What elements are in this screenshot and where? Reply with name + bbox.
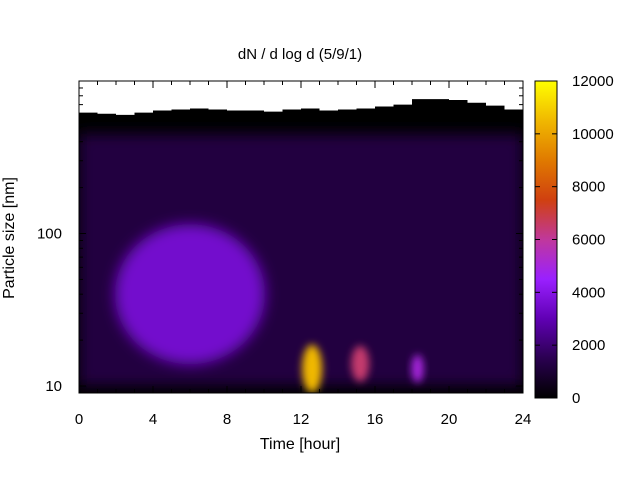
x-tick-label: 8 (223, 411, 231, 428)
x-tick-label: 0 (75, 411, 83, 428)
heatmap-area (79, 81, 523, 393)
colorbar-tick-label: 4000 (572, 284, 605, 301)
colorbar-tick-label: 8000 (572, 179, 605, 196)
colorbar-tick-label: 0 (572, 390, 580, 407)
colorbar-tick-label: 2000 (572, 337, 605, 354)
x-tick-label: 12 (293, 411, 310, 428)
y-tick-label: 100 (37, 226, 62, 243)
x-axis: 0 4 8 12 16 20 24 (75, 81, 532, 428)
chart-title: dN / d log d (5/9/1) (238, 46, 362, 63)
x-tick-label: 20 (441, 411, 458, 428)
x-axis-title: Time [hour] (260, 436, 340, 453)
heatmap-nucleation-burst (302, 344, 323, 393)
no-data-region (79, 81, 523, 115)
colorbar-axis: 0 2000 4000 6000 8000 10000 12000 (535, 73, 614, 407)
heatmap-secondary-burst (351, 345, 370, 382)
colorbar-tick-label: 6000 (572, 232, 605, 249)
y-axis: 10 100 (37, 80, 523, 395)
data-upper-limit (79, 81, 523, 115)
colorbar-tick-label: 12000 (572, 73, 614, 90)
x-tick-label: 16 (367, 411, 384, 428)
heatmap-broad-mode (115, 224, 265, 365)
heatmap-late-burst (411, 354, 424, 383)
x-tick-label: 4 (149, 411, 157, 428)
y-tick-label: 10 (45, 378, 62, 395)
colorbar-tick-label: 10000 (572, 126, 614, 143)
y-axis-title: Particle size [nm] (1, 177, 18, 299)
x-tick-label: 24 (515, 411, 532, 428)
